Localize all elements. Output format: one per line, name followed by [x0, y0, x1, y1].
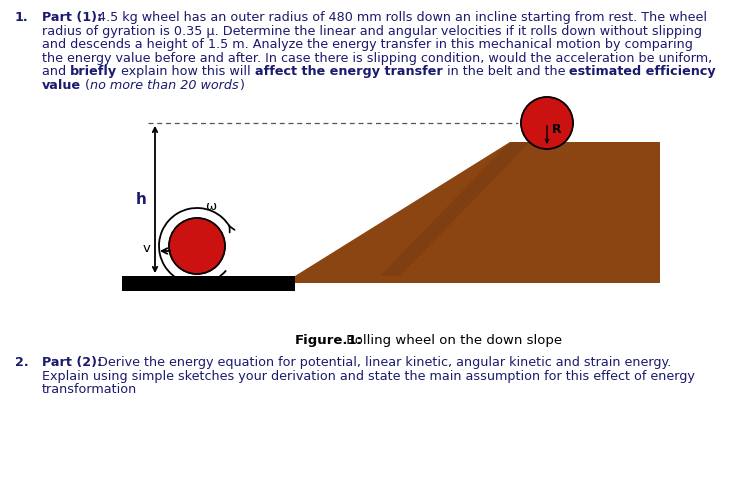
Text: estimated efficiency: estimated efficiency — [569, 65, 716, 78]
Text: ): ) — [239, 79, 244, 92]
Circle shape — [169, 218, 225, 274]
Text: value: value — [42, 79, 81, 92]
Text: no more than 20 words: no more than 20 words — [90, 79, 239, 92]
Text: Figure.1:: Figure.1: — [295, 334, 363, 347]
Polygon shape — [295, 142, 660, 283]
Text: transformation: transformation — [42, 383, 137, 396]
Text: and: and — [42, 65, 70, 78]
Text: Part (1):: Part (1): — [42, 11, 102, 24]
Polygon shape — [510, 142, 660, 155]
Text: in the belt and the: in the belt and the — [442, 65, 569, 78]
Text: R: R — [552, 123, 562, 135]
Text: explain how this will: explain how this will — [117, 65, 255, 78]
Text: briefly: briefly — [70, 65, 117, 78]
Text: h: h — [136, 192, 147, 207]
Text: 2.: 2. — [15, 356, 29, 369]
Text: Derive the energy equation for potential, linear kinetic, angular kinetic and st: Derive the energy equation for potential… — [98, 356, 671, 369]
Text: ω: ω — [205, 200, 216, 213]
Text: Part (2):: Part (2): — [42, 356, 102, 369]
Circle shape — [521, 97, 573, 149]
Text: 4.5 kg wheel has an outer radius of 480 mm rolls down an incline starting from r: 4.5 kg wheel has an outer radius of 480 … — [98, 11, 707, 24]
Text: radius of gyration is 0.35 μ. Determine the linear and angular velocities if it : radius of gyration is 0.35 μ. Determine … — [42, 24, 702, 37]
Text: (: ( — [81, 79, 90, 92]
Text: affect the energy transfer: affect the energy transfer — [255, 65, 442, 78]
Text: the energy value before and after. In case there is slipping condition, would th: the energy value before and after. In ca… — [42, 51, 712, 65]
Text: and descends a height of 1.5 m. Analyze the energy transfer in this mechanical m: and descends a height of 1.5 m. Analyze … — [42, 38, 693, 51]
Text: 1.: 1. — [15, 11, 29, 24]
Text: v: v — [143, 242, 151, 254]
Text: Rolling wheel on the down slope: Rolling wheel on the down slope — [342, 334, 562, 347]
Polygon shape — [380, 142, 530, 276]
Bar — [122, 276, 295, 291]
Text: Explain using simple sketches your derivation and state the main assumption for : Explain using simple sketches your deriv… — [42, 370, 695, 382]
